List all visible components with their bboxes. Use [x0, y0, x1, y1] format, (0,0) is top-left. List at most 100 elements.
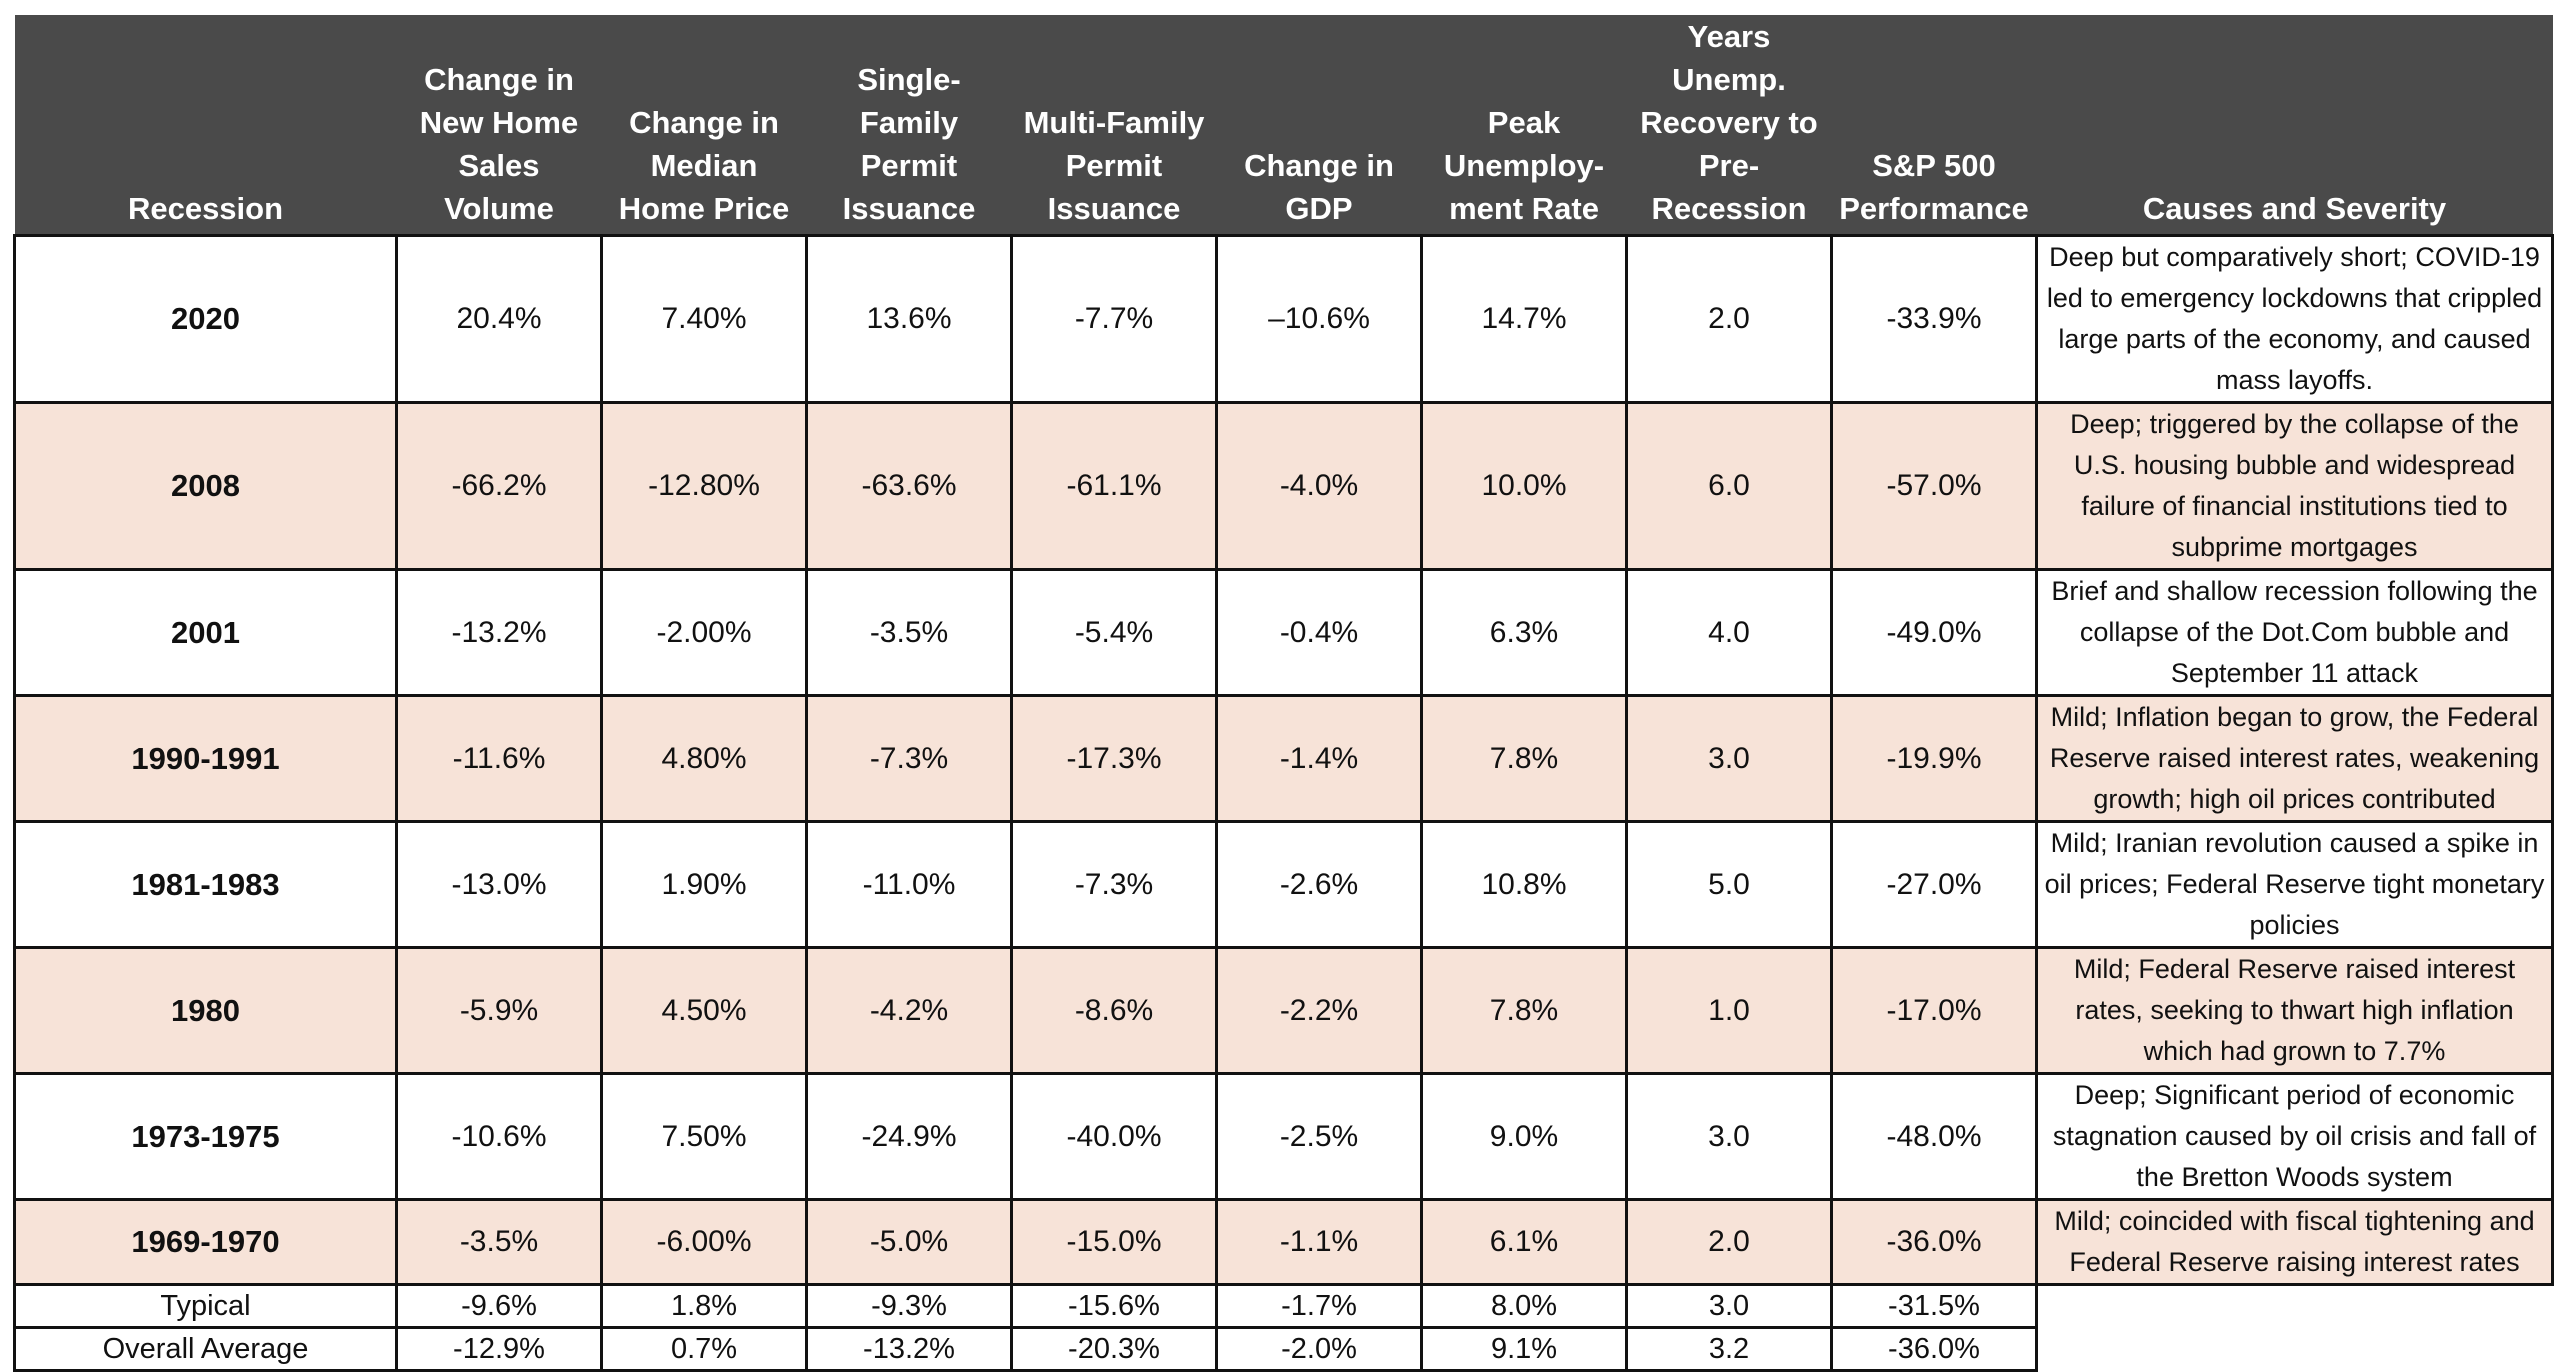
unemployment-cell: 10.8% — [1420, 820, 1628, 949]
cause-cell: Deep; triggered by the collapse of the U… — [2035, 401, 2554, 571]
header-causes: Causes and Severity — [2036, 15, 2553, 236]
summary-label: Overall Average — [13, 1326, 398, 1372]
home-sales-cell: -12.9% — [395, 1326, 603, 1372]
cause-cell: Mild; Iranian revolution caused a spike … — [2035, 820, 2554, 949]
summary-row-average: Overall Average -12.9% 0.7% -13.2% -20.3… — [13, 1326, 2553, 1372]
gdp-cell: -2.2% — [1215, 946, 1423, 1075]
recession-table-container: Recession Change in New Home Sales Volum… — [13, 15, 2554, 1372]
recession-name: 1980 — [13, 946, 398, 1075]
table-row: 1969-1970 -3.5% -6.00% -5.0% -15.0% -1.1… — [13, 1198, 2554, 1286]
gdp-cell: -1.7% — [1215, 1283, 1423, 1329]
sp500-cell: -48.0% — [1830, 1072, 2038, 1201]
sp500-cell: -49.0% — [1830, 568, 2038, 697]
recovery-years-cell: 6.0 — [1625, 401, 1833, 571]
sp500-cell: -33.9% — [1830, 234, 2038, 404]
gdp-cell: -1.4% — [1215, 694, 1423, 823]
header-home-sales: Change in New Home Sales Volume — [396, 15, 602, 236]
single-family-cell: -24.9% — [805, 1072, 1013, 1201]
gdp-cell: -2.6% — [1215, 820, 1423, 949]
header-gdp: Change in GDP — [1216, 15, 1422, 236]
summary-row-typical: Typical -9.6% 1.8% -9.3% -15.6% -1.7% 8.… — [13, 1283, 2553, 1329]
sp500-cell: -36.0% — [1830, 1198, 2038, 1286]
gdp-cell: -2.5% — [1215, 1072, 1423, 1201]
recession-comparison-table: Recession Change in New Home Sales Volum… — [13, 15, 2554, 1372]
sp500-cell: -19.9% — [1830, 694, 2038, 823]
home-sales-cell: -10.6% — [395, 1072, 603, 1201]
home-sales-cell: -3.5% — [395, 1198, 603, 1286]
home-price-cell: -2.00% — [600, 568, 808, 697]
single-family-cell: -11.0% — [805, 820, 1013, 949]
sp500-cell: -36.0% — [1830, 1326, 2038, 1372]
gdp-cell: -4.0% — [1215, 401, 1423, 571]
header-recession: Recession — [14, 15, 397, 236]
cause-cell: Deep; Significant period of economic sta… — [2035, 1072, 2554, 1201]
gdp-cell: –10.6% — [1215, 234, 1423, 404]
gdp-cell: -2.0% — [1215, 1326, 1423, 1372]
unemployment-cell: 7.8% — [1420, 694, 1628, 823]
multi-family-cell: -7.3% — [1010, 820, 1218, 949]
empty-cell — [2036, 1284, 2553, 1328]
multi-family-cell: -5.4% — [1010, 568, 1218, 697]
table-row: 2020 20.4% 7.40% 13.6% -7.7% –10.6% 14.7… — [13, 234, 2554, 404]
header-single-family: Single-Family Permit Issuance — [806, 15, 1012, 236]
multi-family-cell: -8.6% — [1010, 946, 1218, 1075]
sp500-cell: -27.0% — [1830, 820, 2038, 949]
home-sales-cell: -66.2% — [395, 401, 603, 571]
home-price-cell: 1.8% — [600, 1283, 808, 1329]
home-price-cell: 7.50% — [600, 1072, 808, 1201]
home-price-cell: -12.80% — [600, 401, 808, 571]
cause-cell: Deep but comparatively short; COVID-19 l… — [2035, 234, 2554, 404]
multi-family-cell: -61.1% — [1010, 401, 1218, 571]
header-recovery-years: Years Unemp. Recovery to Pre-Recession — [1626, 15, 1832, 236]
empty-cell — [2036, 1327, 2553, 1371]
multi-family-cell: -7.7% — [1010, 234, 1218, 404]
multi-family-cell: -17.3% — [1010, 694, 1218, 823]
single-family-cell: -63.6% — [805, 401, 1013, 571]
table-row: 1981-1983 -13.0% 1.90% -11.0% -7.3% -2.6… — [13, 820, 2554, 949]
recession-name: 2020 — [13, 234, 398, 404]
recession-name: 1969-1970 — [13, 1198, 398, 1286]
cause-cell: Mild; Inflation began to grow, the Feder… — [2035, 694, 2554, 823]
recovery-years-cell: 4.0 — [1625, 568, 1833, 697]
recovery-years-cell: 2.0 — [1625, 1198, 1833, 1286]
multi-family-cell: -40.0% — [1010, 1072, 1218, 1201]
unemployment-cell: 6.3% — [1420, 568, 1628, 697]
table-row: 2001 -13.2% -2.00% -3.5% -5.4% -0.4% 6.3… — [13, 568, 2554, 697]
recession-name: 1990-1991 — [13, 694, 398, 823]
sp500-cell: -17.0% — [1830, 946, 2038, 1075]
unemployment-cell: 9.0% — [1420, 1072, 1628, 1201]
recovery-years-cell: 2.0 — [1625, 234, 1833, 404]
unemployment-cell: 6.1% — [1420, 1198, 1628, 1286]
recovery-years-cell: 3.0 — [1625, 1283, 1833, 1329]
unemployment-cell: 9.1% — [1420, 1326, 1628, 1372]
gdp-cell: -0.4% — [1215, 568, 1423, 697]
recovery-years-cell: 5.0 — [1625, 820, 1833, 949]
multi-family-cell: -15.6% — [1010, 1283, 1218, 1329]
home-price-cell: 1.90% — [600, 820, 808, 949]
single-family-cell: -3.5% — [805, 568, 1013, 697]
multi-family-cell: -15.0% — [1010, 1198, 1218, 1286]
unemployment-cell: 8.0% — [1420, 1283, 1628, 1329]
recovery-years-cell: 3.0 — [1625, 1072, 1833, 1201]
recovery-years-cell: 3.2 — [1625, 1326, 1833, 1372]
single-family-cell: 13.6% — [805, 234, 1013, 404]
header-row: Recession Change in New Home Sales Volum… — [14, 15, 2553, 236]
single-family-cell: -7.3% — [805, 694, 1013, 823]
recession-name: 2001 — [13, 568, 398, 697]
header-home-price: Change in Median Home Price — [601, 15, 807, 236]
home-sales-cell: -11.6% — [395, 694, 603, 823]
home-sales-cell: -9.6% — [395, 1283, 603, 1329]
table-row: 1980 -5.9% 4.50% -4.2% -8.6% -2.2% 7.8% … — [13, 946, 2554, 1075]
home-price-cell: -6.00% — [600, 1198, 808, 1286]
single-family-cell: -13.2% — [805, 1326, 1013, 1372]
multi-family-cell: -20.3% — [1010, 1326, 1218, 1372]
table-row: 1990-1991 -11.6% 4.80% -7.3% -17.3% -1.4… — [13, 694, 2554, 823]
recession-name: 1973-1975 — [13, 1072, 398, 1201]
single-family-cell: -9.3% — [805, 1283, 1013, 1329]
home-sales-cell: -13.0% — [395, 820, 603, 949]
cause-cell: Mild; Federal Reserve raised interest ra… — [2035, 946, 2554, 1075]
home-price-cell: 4.80% — [600, 694, 808, 823]
single-family-cell: -5.0% — [805, 1198, 1013, 1286]
home-sales-cell: 20.4% — [395, 234, 603, 404]
header-unemployment: Peak Unemploy-ment Rate — [1421, 15, 1627, 236]
